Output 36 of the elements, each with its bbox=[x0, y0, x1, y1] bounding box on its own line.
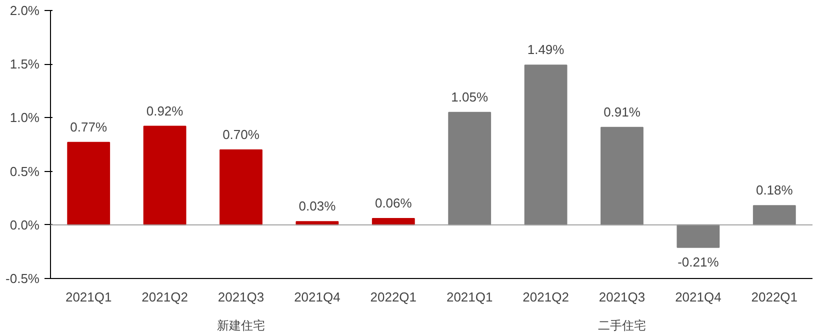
data-label: 0.91% bbox=[604, 104, 641, 120]
x-tick-label: 2021Q2 bbox=[142, 290, 188, 304]
data-label: 0.92% bbox=[146, 103, 184, 118]
x-tick-label: 2021Q1 bbox=[446, 290, 493, 304]
x-tick-label: 2021Q4 bbox=[675, 290, 722, 304]
y-tick-label: 1.5% bbox=[10, 56, 40, 72]
bar bbox=[676, 224, 720, 248]
bar bbox=[524, 64, 568, 226]
x-tick-label: 2021Q1 bbox=[65, 290, 112, 304]
data-label: 1.49% bbox=[527, 42, 565, 58]
data-label: 0.77% bbox=[70, 119, 108, 134]
text: 新建住宅 bbox=[217, 318, 265, 332]
bar bbox=[220, 149, 262, 226]
x-tick-label: 2021Q2 bbox=[522, 290, 569, 304]
y-tick-label: 1.0% bbox=[10, 110, 40, 126]
data-label: 1.05% bbox=[451, 89, 488, 104]
bar bbox=[67, 142, 110, 226]
data-label: -0.21% bbox=[678, 254, 720, 270]
x-tick-label: 2022Q1 bbox=[370, 290, 417, 304]
x-tick-label: 2022Q1 bbox=[751, 290, 798, 304]
data-label: 0.18% bbox=[756, 182, 794, 198]
text: 二手住宅 bbox=[598, 318, 646, 332]
data-label: 0.70% bbox=[222, 126, 260, 142]
y-tick-label: 0.5% bbox=[10, 164, 40, 179]
y-tick-label: -0.5% bbox=[6, 271, 40, 286]
data-label: 0.06% bbox=[374, 195, 412, 210]
x-tick-label: 2021Q4 bbox=[294, 290, 340, 304]
bar bbox=[752, 205, 796, 226]
x-tick-label: 2021Q3 bbox=[598, 290, 646, 304]
y-tick-label: 0.0% bbox=[10, 217, 40, 232]
bar bbox=[448, 112, 492, 226]
bar bbox=[143, 126, 186, 226]
data-label: 0.03% bbox=[298, 198, 336, 214]
x-tick-label: 2021Q3 bbox=[218, 290, 264, 304]
bar bbox=[600, 126, 644, 226]
y-tick-label: 2.0% bbox=[10, 3, 40, 18]
